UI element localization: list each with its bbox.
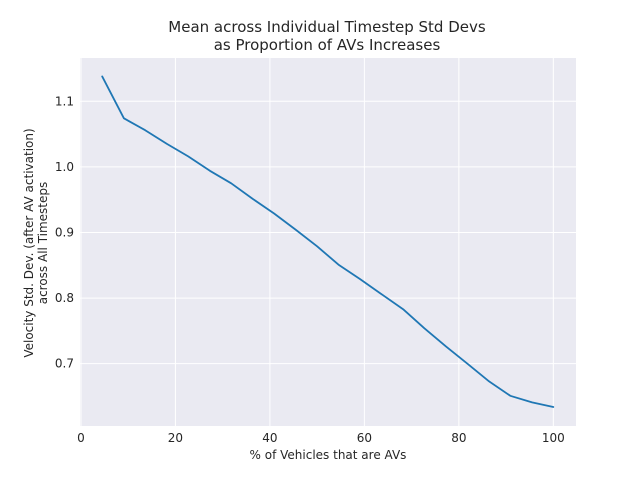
y-tick-label: 1.0 (55, 160, 74, 174)
y-gridlines (80, 100, 576, 365)
x-tick-label: 80 (451, 431, 466, 445)
x-axis-label: % of Vehicles that are AVs (250, 448, 407, 462)
x-tick-labels: 0 20 40 60 80 100 (77, 431, 565, 445)
x-gridlines (80, 58, 554, 426)
y-tick-label: 0.9 (55, 225, 74, 239)
y-tick-label: 0.8 (55, 291, 74, 305)
y-axis-label-line-1: Velocity Std. Dev. (after AV activation) (22, 128, 36, 357)
x-tick-label: 40 (262, 431, 277, 445)
x-tick-label: 60 (357, 431, 372, 445)
y-tick-label: 1.1 (55, 94, 74, 108)
x-tick-label: 0 (77, 431, 85, 445)
y-tick-labels: 0.7 0.8 0.9 1.0 1.1 (55, 94, 74, 370)
y-tick-label: 0.7 (55, 357, 74, 371)
plot-area (80, 58, 576, 426)
chart-title-line-2: as Proportion of AVs Increases (214, 36, 441, 54)
chart-title-line-1: Mean across Individual Timestep Std Devs (168, 18, 486, 36)
series-line (101, 75, 555, 408)
x-tick-label: 20 (168, 431, 183, 445)
y-axis-label-line-2: across All Timesteps (36, 182, 50, 305)
x-tick-label: 100 (542, 431, 565, 445)
